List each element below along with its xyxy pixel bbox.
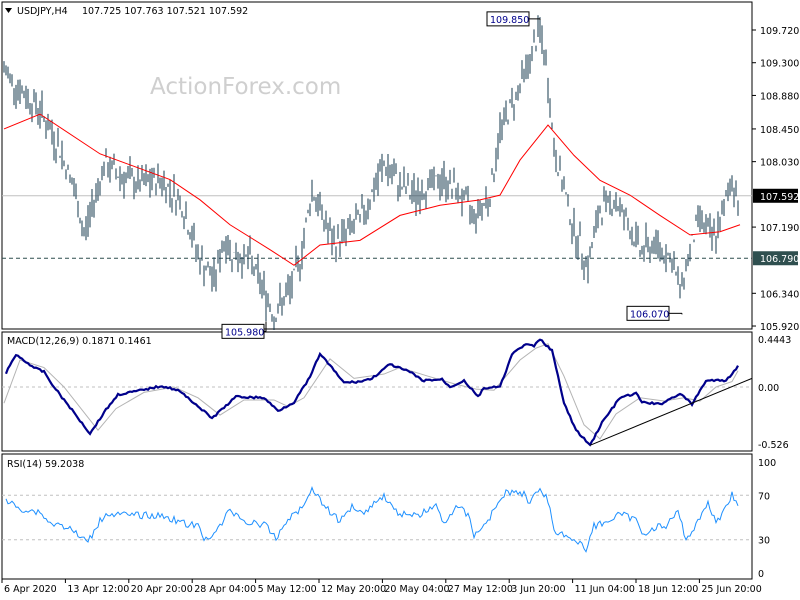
symbol-label: USDJPY,H4 [17,6,68,17]
x-tick-label: 6 Apr 2020 [4,584,57,595]
rsi-tick-label: 70 [758,491,770,502]
macd-tick-label: 0.4443 [758,335,791,346]
rsi-tick-label: 0 [758,569,764,580]
macd-tick-label: 0.00 [758,383,779,394]
dropdown-triangle-icon[interactable] [5,8,12,13]
price-pane-frame [1,1,753,330]
y-tick-label: 107.190 [760,223,799,234]
moving-average-line [3,113,741,266]
axes: 109.720 109.300 108.880 108.450 108.030 107.1… [1,26,799,595]
x-tick-label: 5 May 12:00 [258,584,317,595]
macd-pane-frame [1,331,753,452]
rsi-line [5,486,739,553]
rsi-pane-frame [1,453,753,580]
rsi-tick-label: 30 [758,536,770,547]
support-level-label: 106.790 [760,254,799,265]
y-tick-label: 108.030 [760,158,799,169]
x-tick-label: 20 Apr 20:00 [131,584,193,595]
x-tick-label: 28 Apr 04:00 [194,584,256,595]
y-tick-label: 109.720 [760,26,799,37]
current-price-tag [753,188,798,203]
x-tick-label: 12 May 20:00 [321,584,386,595]
macd-title: MACD(12,26,9) 0.1871 0.1461 [7,336,152,347]
macd-signal-line [3,343,739,440]
ohlc-values: 107.725 107.763 107.521 107.592 [82,6,248,17]
annotation-box [626,305,670,321]
y-tick-label: 108.450 [760,125,799,136]
annotation-label: 106.070 [630,309,669,320]
macd-tick-label: -0.526 [758,440,789,451]
y-tick-label: 105.920 [760,322,799,333]
rsi-series [2,486,752,553]
macd-series [2,338,753,447]
x-tick-label: 18 Jun 12:00 [638,584,698,595]
x-tick-label: 27 May 12:00 [448,584,513,595]
x-tick-label: 25 Jun 20:00 [701,584,761,595]
x-tick-label: 11 Jun 04:00 [575,584,635,595]
current-price-label: 107.592 [760,192,799,203]
rsi-tick-label: 100 [758,458,776,469]
annotation-label: 105.980 [225,327,264,338]
watermark: ActionForex.com [150,74,341,100]
x-tick-label: 20 May 04:00 [384,584,449,595]
annotation-label: 109.850 [490,15,529,26]
price-series: 109.850 105.980 106.070 [2,11,752,339]
x-tick-label: 13 Apr 12:00 [67,584,129,595]
macd-main-line [4,338,739,447]
rsi-title: RSI(14) 59.2038 [7,459,84,470]
annotation-box [221,323,265,339]
y-tick-label: 106.340 [760,289,799,300]
support-level-tag [753,251,798,266]
x-tick-label: 3 Jun 20:00 [511,584,565,595]
annotation-box [486,11,530,27]
y-tick-label: 108.880 [760,91,799,102]
macd-trendline [589,377,753,446]
y-tick-label: 109.300 [760,59,799,70]
